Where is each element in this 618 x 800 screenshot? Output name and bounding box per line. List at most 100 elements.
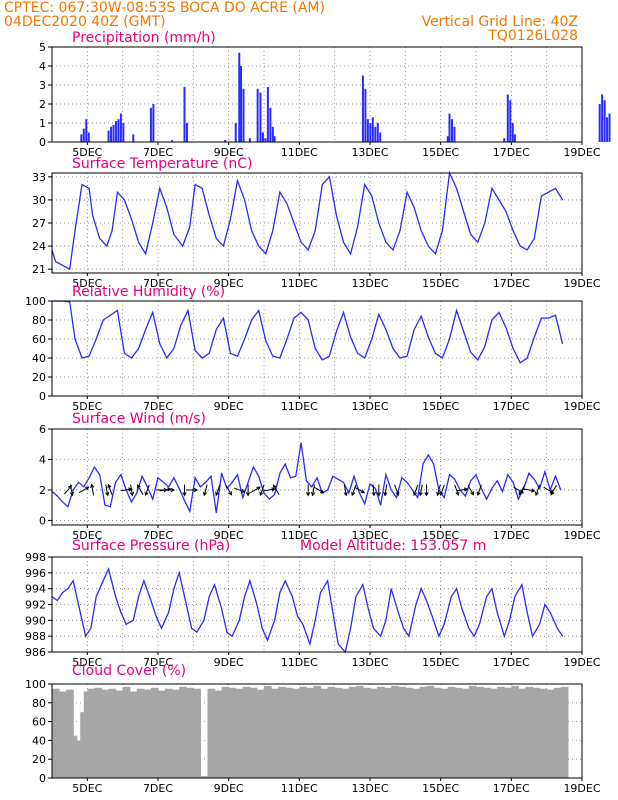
cloud-bar <box>122 686 131 778</box>
temperature-point <box>463 211 465 212</box>
wind-xtick-label: 11DEC <box>281 529 318 542</box>
temperature-point <box>555 187 556 189</box>
humidity-point <box>88 355 90 357</box>
temperature-point <box>74 230 76 232</box>
precipitation-ytick-label: 3 <box>39 79 46 92</box>
cloud-bar <box>285 687 293 778</box>
precipitation-bar <box>114 121 117 142</box>
wind-point <box>343 481 344 483</box>
wind-arrow <box>263 487 276 492</box>
pressure-point <box>479 623 480 625</box>
cloud-bar <box>87 688 95 778</box>
pressure-point <box>261 627 263 629</box>
pressure-point <box>415 604 417 605</box>
precipitation-bar <box>256 88 259 142</box>
wind-xtick-label: 17DEC <box>493 529 530 542</box>
wind-xtick-label: 9DEC <box>214 529 244 542</box>
pressure-point <box>56 600 58 601</box>
temperature-point <box>208 214 210 216</box>
precipitation-frame <box>51 46 583 143</box>
pressure-point <box>90 627 92 629</box>
humidity-ytick-label: 40 <box>32 352 46 365</box>
wind-point <box>470 480 472 482</box>
cloud-bar <box>66 689 74 778</box>
wind-point <box>258 475 260 477</box>
wind-arrow-shaft <box>351 484 357 496</box>
wind-point <box>168 486 170 488</box>
humidity-xtick-label: 13DEC <box>351 400 388 413</box>
cloud-bar <box>320 688 329 778</box>
wind-arrow-head <box>383 491 388 497</box>
cloud-bar <box>278 686 286 778</box>
precipitation-bar <box>266 86 269 142</box>
wind-arrow-head <box>245 492 251 497</box>
wind-arrow <box>550 484 557 496</box>
temperature-point <box>442 230 443 232</box>
wind-point <box>210 475 212 477</box>
cloud-bar <box>476 686 484 778</box>
wind-arrow <box>418 484 423 497</box>
wind-point <box>194 477 196 479</box>
cloud-frame <box>51 683 583 779</box>
wind-arrow-head <box>69 491 74 497</box>
pressure-point <box>544 604 546 605</box>
wind-arrow-shaft <box>523 488 535 492</box>
precipitation-bar <box>152 104 155 142</box>
wind-xtick-label: 13DEC <box>351 529 388 542</box>
humidity-point <box>336 331 337 332</box>
wind-arrow-head <box>228 491 232 496</box>
wind-arrow-head <box>395 491 400 497</box>
pressure-point <box>231 635 233 637</box>
wind-arrow <box>137 484 144 495</box>
pressure-point <box>443 623 445 625</box>
wind-arrow-shaft <box>312 484 315 496</box>
temperature-xtick-label: 7DEC <box>143 277 173 290</box>
pressure-point <box>332 612 334 613</box>
humidity-xtick-label: 19DEC <box>563 400 600 413</box>
wind-point <box>480 488 482 489</box>
pressure-point <box>355 596 357 597</box>
wind-arrow <box>476 484 482 497</box>
humidity-point <box>321 359 323 361</box>
temperature-ytick-label: 30 <box>32 194 46 207</box>
wind-arrow-head <box>343 491 348 497</box>
pressure-point <box>102 580 104 582</box>
pressure-point <box>514 596 516 597</box>
precipitation-bar <box>608 113 611 142</box>
wind-point <box>359 492 360 494</box>
temperature-point <box>385 241 387 243</box>
temperature-point <box>286 203 288 205</box>
temperature-xtick-label: 13DEC <box>351 277 388 290</box>
precipitation-bar <box>371 117 374 142</box>
wind-arrow-shaft <box>543 486 554 494</box>
humidity-point <box>244 338 245 340</box>
wind-arrow-shaft <box>263 488 275 492</box>
wind-arrow <box>105 484 110 497</box>
pressure-point <box>178 572 180 574</box>
precipitation-bar <box>80 134 83 142</box>
cloud-bar <box>405 687 413 778</box>
precipitation-bar <box>364 88 367 142</box>
pressure-point <box>150 600 152 601</box>
pressure-point <box>108 568 109 570</box>
wind-arrow-head <box>144 491 149 497</box>
precipitation-bar <box>374 126 377 142</box>
wind-arrow <box>467 484 474 496</box>
cloud-bar <box>454 687 463 778</box>
temperature-xtick-label: 9DEC <box>214 277 244 290</box>
temperature-point <box>244 199 245 201</box>
wind-point <box>274 494 275 495</box>
cloud-bar <box>468 685 477 778</box>
temperature-point <box>406 191 408 193</box>
wind-arrow <box>182 484 187 497</box>
wind-arrow-shaft <box>69 484 73 496</box>
pressure-point <box>291 596 293 597</box>
temperature-point <box>420 230 422 232</box>
cloud-bar <box>94 687 103 778</box>
wind-point <box>279 472 281 474</box>
wind-point <box>221 472 223 474</box>
precipitation-bar <box>598 104 601 142</box>
model-label: TQ0126L028 <box>487 28 578 44</box>
pressure-xtick-label: 13DEC <box>351 656 388 669</box>
temperature-point <box>526 249 528 251</box>
